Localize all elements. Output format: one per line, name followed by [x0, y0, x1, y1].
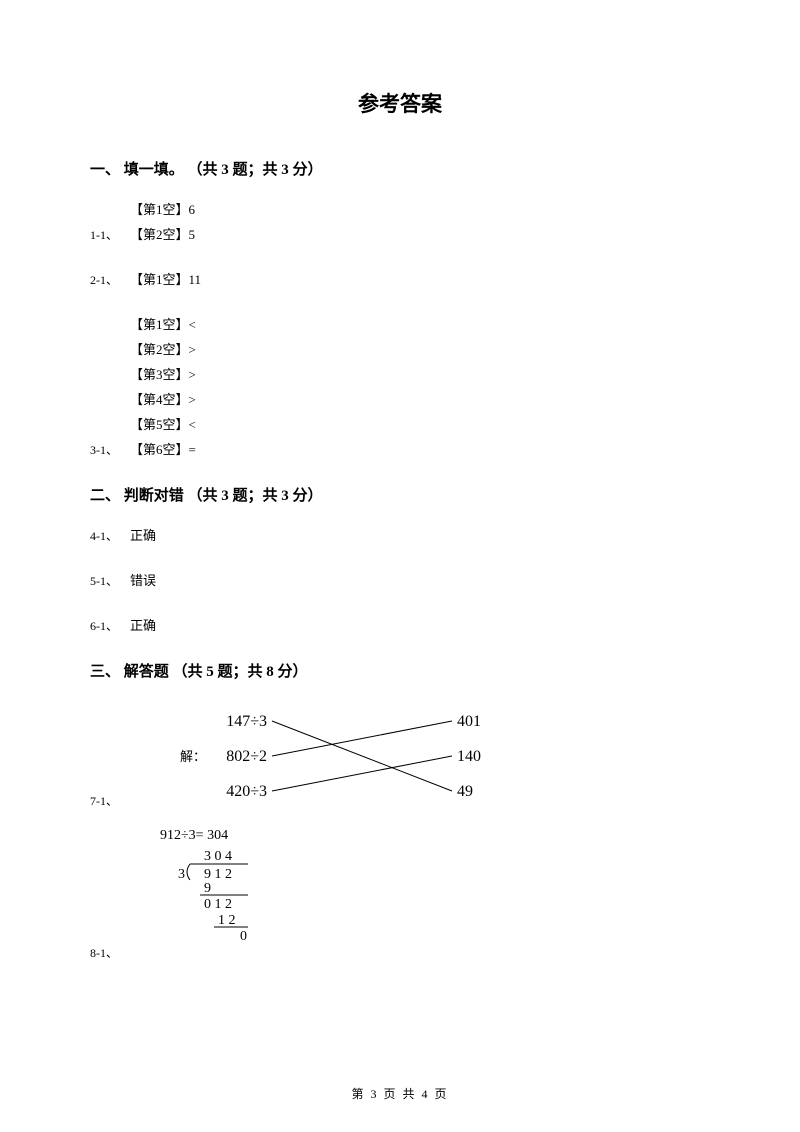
answer-label: 4-1、	[90, 527, 130, 544]
section-2-header: 二、 判断对错 （共 3 题；共 3 分）	[90, 484, 710, 505]
answer-text: 正确	[130, 525, 156, 544]
long-division-svg: 3 0 4 3 9 1 290 1 21 2 0	[160, 846, 280, 956]
section-3-header: 三、 解答题 （共 5 题；共 8 分）	[90, 660, 710, 681]
answer-label: 1-1、	[90, 226, 130, 243]
svg-text:140: 140	[457, 748, 481, 765]
svg-text:9 1 2: 9 1 2	[204, 867, 232, 882]
answer-label: 3-1、	[90, 441, 130, 458]
svg-text:0 1 2: 0 1 2	[204, 897, 232, 912]
svg-text:0: 0	[240, 929, 247, 944]
answer-1-1: 1-1、 【第1空】6 【第2空】5	[90, 199, 710, 243]
ld-title: 912÷3= 304	[160, 827, 280, 846]
answer-2-1: 2-1、 【第1空】11	[90, 269, 710, 288]
svg-text:420÷3: 420÷3	[226, 783, 267, 800]
answer-label: 5-1、	[90, 572, 130, 589]
answer-text: 正确	[130, 615, 156, 634]
blank-value: 【第5空】<	[130, 414, 196, 433]
svg-text:401: 401	[457, 713, 481, 730]
long-division: 912÷3= 304 3 0 4 3 9 1 290 1 21 2 0	[160, 827, 280, 961]
blank-value: 【第1空】6	[130, 199, 195, 218]
answer-5-1: 5-1、 错误	[90, 570, 710, 589]
svg-text:802÷2: 802÷2	[226, 748, 267, 765]
page-footer: 第 3 页 共 4 页	[0, 1085, 800, 1102]
answer-3-1: 3-1、 【第1空】< 【第2空】> 【第3空】> 【第4空】> 【第5空】< …	[90, 314, 710, 458]
blank-value: 【第2空】5	[130, 224, 195, 243]
answer-text: 错误	[130, 570, 156, 589]
answer-label: 6-1、	[90, 617, 130, 634]
solve-label: 解：	[180, 746, 206, 765]
answer-8-1: 8-1、 912÷3= 304 3 0 4 3 9 1 290 1 21 2 0	[90, 827, 710, 961]
svg-text:3 0 4: 3 0 4	[204, 849, 232, 864]
answer-4-1: 4-1、 正确	[90, 525, 710, 544]
blank-value: 【第6空】=	[130, 439, 196, 458]
blank-value: 【第2空】>	[130, 339, 196, 358]
matching-diagram: 147÷3 802÷2 420÷3 401 140 49	[212, 701, 502, 809]
section-1-header: 一、 填一填。 （共 3 题；共 3 分）	[90, 158, 710, 179]
answer-label: 8-1、	[90, 944, 130, 961]
blank-value: 【第3空】>	[130, 364, 196, 383]
answer-label: 2-1、	[90, 271, 130, 288]
blank-value: 【第1空】11	[130, 269, 201, 288]
blank-value: 【第4空】>	[130, 389, 196, 408]
answer-6-1: 6-1、 正确	[90, 615, 710, 634]
answer-label: 7-1、	[90, 792, 130, 809]
svg-text:49: 49	[457, 783, 473, 800]
svg-text:1 2: 1 2	[218, 913, 236, 928]
svg-text:3: 3	[178, 867, 185, 882]
answer-7-1: 7-1、 解： 147÷3 802÷2 420÷3 401 140 49	[90, 701, 710, 809]
svg-text:147÷3: 147÷3	[226, 713, 267, 730]
page-title: 参考答案	[90, 88, 710, 118]
svg-text:9: 9	[204, 881, 211, 896]
blank-value: 【第1空】<	[130, 314, 196, 333]
